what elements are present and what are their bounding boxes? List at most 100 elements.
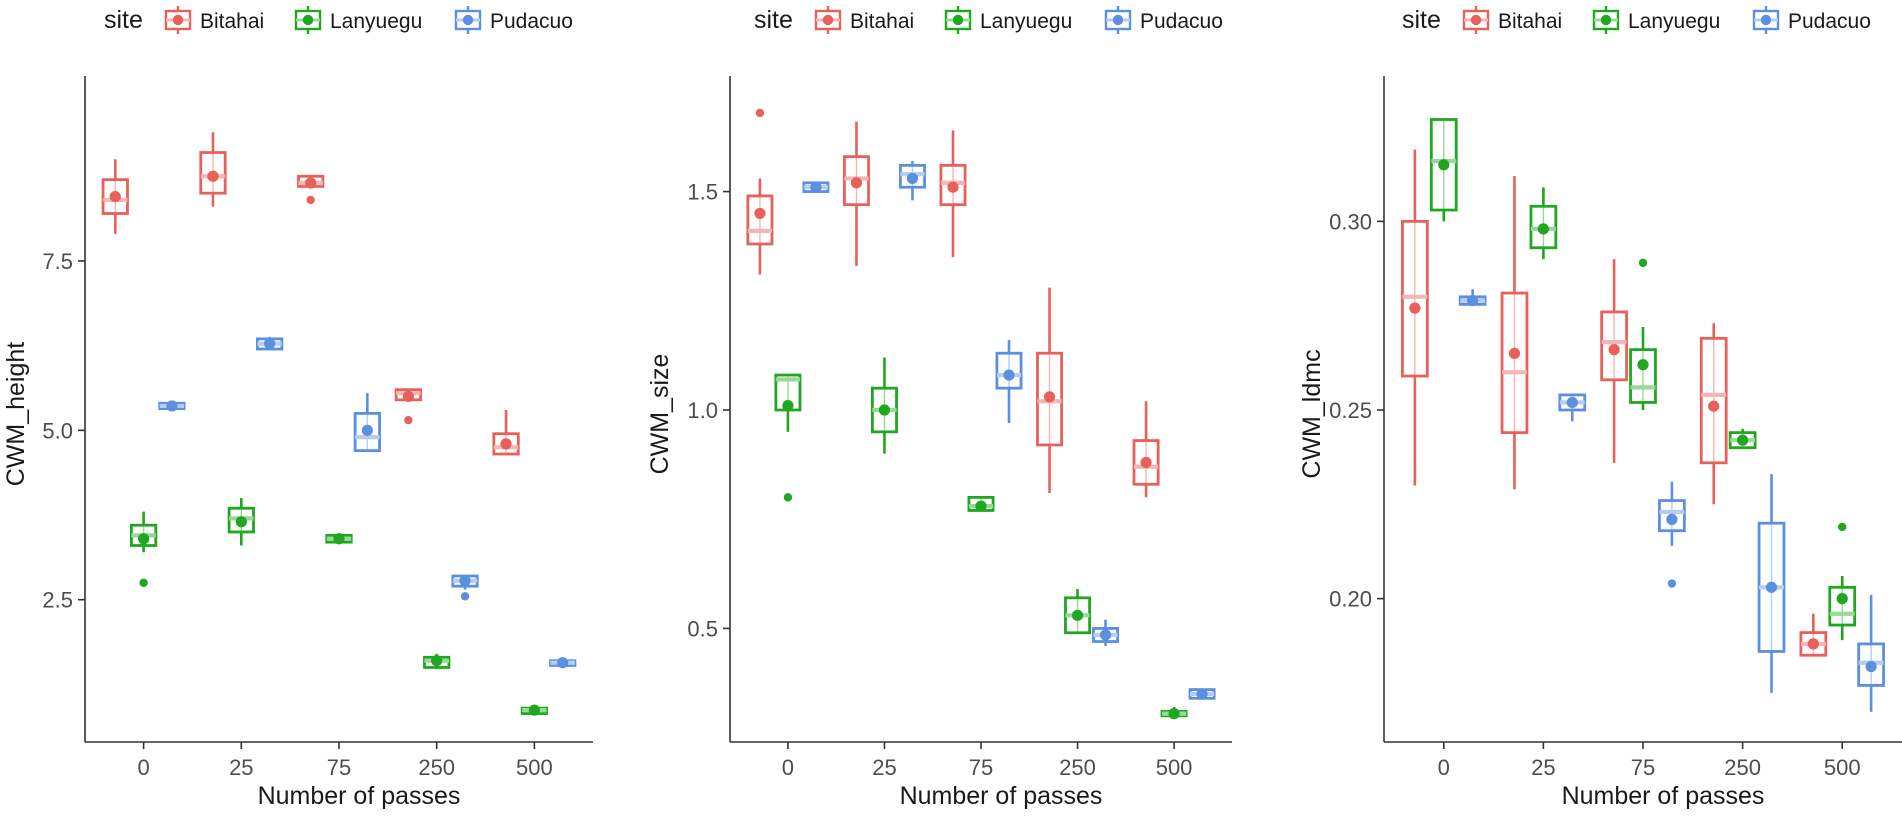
box-bitahai-0 <box>101 159 129 234</box>
legend-key-pudacuo <box>1752 6 1780 34</box>
box-lanyuegu-25 <box>227 498 255 546</box>
legend-label: Pudacuo <box>490 10 573 33</box>
box-pudacuo-25 <box>1558 393 1587 422</box>
box-lanyuegu-500 <box>1160 707 1188 720</box>
legend-key-point <box>1470 14 1482 26</box>
legend-title: site <box>104 6 143 34</box>
mean-point <box>1438 159 1450 171</box>
mean-point <box>459 575 471 587</box>
mean-point <box>1566 396 1578 409</box>
x-tick-label: 0 <box>1438 755 1450 780</box>
mean-point <box>207 170 219 182</box>
outlier-point <box>1638 258 1648 268</box>
box-bitahai-250 <box>1699 323 1728 505</box>
box-pudacuo-75 <box>995 340 1023 424</box>
mean-point <box>1765 581 1778 593</box>
x-axis-title: Number of passes <box>258 782 461 810</box>
box-lanyuegu-250 <box>1064 589 1092 635</box>
y-tick-label: 5.0 <box>42 418 73 443</box>
mean-point <box>1537 223 1549 235</box>
panel-2: 0.5 1.0 1.5 0 25 75 250 500 Number of passes CWM_… <box>646 76 1232 810</box>
legend-key-bitahai <box>164 6 192 34</box>
box-bitahai-500 <box>1132 401 1160 498</box>
outlier-point <box>1667 579 1677 588</box>
legend-key-point <box>822 14 834 26</box>
mean-point <box>1467 294 1479 307</box>
box-pudacuo-75 <box>1658 481 1686 588</box>
legend-label: Lanyuegu <box>1628 10 1720 33</box>
box-bitahai-25 <box>1500 176 1529 490</box>
mean-point <box>947 181 959 193</box>
box-pudacuo-500 <box>1188 688 1216 700</box>
y-tick-label: 1.5 <box>687 180 718 205</box>
outlier-point <box>783 493 793 502</box>
box-pudacuo-0 <box>802 181 830 193</box>
x-tick-label: 25 <box>1531 755 1555 780</box>
box-bitahai-500 <box>492 410 520 456</box>
y-tick-label: 0.25 <box>1329 398 1372 423</box>
box-pudacuo-25 <box>898 161 926 201</box>
legend-key-bitahai <box>1462 6 1490 34</box>
mean-point <box>1140 456 1152 469</box>
mean-point <box>1666 513 1678 526</box>
outlier-point <box>139 578 148 587</box>
legend-panel-3: site Bitahai Lanyuegu Pudacuo <box>1402 6 1871 34</box>
x-tick-label: 250 <box>1059 755 1096 780</box>
legend-title: site <box>1402 6 1441 34</box>
mean-point <box>431 655 443 667</box>
outlier-point <box>460 592 470 601</box>
legend-key-lanyuegu <box>1592 6 1620 34</box>
y-axis-title: CWM_ldmc <box>1298 349 1326 478</box>
mean-point <box>1071 609 1084 621</box>
mean-point <box>850 177 863 189</box>
x-tick-label: 250 <box>1724 755 1761 780</box>
mean-point <box>500 438 512 450</box>
legend-key-point <box>302 14 314 26</box>
legend-key-lanyuegu <box>294 6 322 34</box>
mean-point <box>264 338 276 350</box>
legend-key-point <box>172 14 184 26</box>
x-tick-label: 500 <box>516 755 553 780</box>
mean-point <box>1836 593 1848 605</box>
outlier-point <box>306 195 315 205</box>
x-tick-label: 500 <box>1824 755 1861 780</box>
y-tick-label: 2.5 <box>42 588 73 613</box>
mean-point <box>361 424 373 436</box>
mean-point <box>754 207 766 220</box>
box-pudacuo-25 <box>256 336 284 351</box>
legend-panel-1: site Bitahai Lanyuegu Pudacuo <box>104 6 573 34</box>
x-tick-label: 75 <box>969 755 993 780</box>
mean-point <box>1409 302 1421 314</box>
x-tick-label: 0 <box>782 755 794 780</box>
mean-point <box>810 181 822 193</box>
legend-key-point <box>1760 14 1772 26</box>
legend-label: Lanyuegu <box>980 10 1072 33</box>
legend-key-pudacuo <box>454 6 482 34</box>
box-pudacuo-250 <box>451 574 479 601</box>
mean-point <box>1637 359 1649 371</box>
mean-point <box>402 390 414 403</box>
legend-label: Bitahai <box>1498 10 1562 33</box>
x-tick-label: 25 <box>229 755 253 780</box>
y-tick-label: 0.30 <box>1329 209 1372 234</box>
legend-label: Pudacuo <box>1140 10 1223 33</box>
legend-key-lanyuegu <box>944 6 972 34</box>
mean-point <box>333 533 345 545</box>
box-lanyuegu-250 <box>423 653 451 669</box>
x-axis-title: Number of passes <box>1562 782 1765 810</box>
box-bitahai-25 <box>842 121 870 266</box>
mean-point <box>1807 638 1819 650</box>
x-axis-title: Number of passes <box>900 782 1103 810</box>
x-tick-label: 500 <box>1156 755 1193 780</box>
legend-label: Bitahai <box>200 10 264 33</box>
mean-point <box>1043 391 1056 403</box>
box-pudacuo-75 <box>353 393 381 453</box>
box-pudacuo-500 <box>1857 594 1885 712</box>
box-bitahai-75 <box>297 174 325 205</box>
mean-point <box>1168 708 1180 720</box>
mean-point <box>1708 400 1720 412</box>
x-tick-label: 75 <box>1631 755 1655 780</box>
legend-key-point <box>1112 14 1124 26</box>
box-bitahai-500 <box>1799 613 1828 657</box>
